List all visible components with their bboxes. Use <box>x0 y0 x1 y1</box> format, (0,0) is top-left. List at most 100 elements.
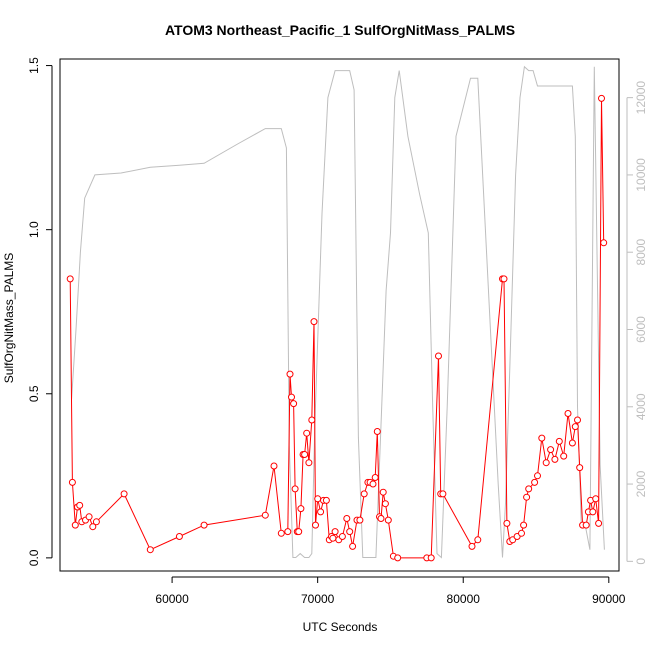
data-point <box>71 521 79 529</box>
data-point <box>286 370 294 378</box>
y2-tick-label: 0 <box>634 558 648 565</box>
data-point <box>592 495 600 503</box>
data-point <box>284 528 292 536</box>
y-tick-label: 1.5 <box>27 57 41 74</box>
data-point <box>373 428 381 435</box>
data-point <box>394 554 402 562</box>
data-point <box>66 275 74 283</box>
data-point <box>120 490 128 498</box>
data-point <box>598 94 605 102</box>
y2-tick-label: 4000 <box>634 393 648 420</box>
data-point <box>542 459 550 467</box>
data-point <box>571 423 579 431</box>
data-point <box>531 478 539 486</box>
data-point <box>314 495 322 503</box>
series-layer <box>66 65 608 562</box>
data-point <box>312 521 319 529</box>
data-point <box>381 500 389 508</box>
data-point <box>555 437 563 445</box>
data-point <box>305 459 313 467</box>
data-point <box>331 528 339 536</box>
data-point <box>520 521 528 529</box>
x-tick-label: 60000 <box>155 592 189 606</box>
data-point <box>435 352 442 360</box>
data-point <box>317 508 325 516</box>
data-point <box>288 393 295 401</box>
data-point <box>338 533 346 540</box>
y2-tick-label: 8000 <box>634 239 648 266</box>
data-point <box>379 488 387 496</box>
y-tick-label: 0.5 <box>27 385 41 402</box>
data-point <box>297 505 305 513</box>
data-point <box>547 446 555 454</box>
data-point <box>500 275 508 283</box>
data-point <box>270 462 278 470</box>
data-point <box>538 434 546 442</box>
x-tick-label: 70000 <box>301 592 335 606</box>
data-point <box>560 452 568 460</box>
data-point <box>295 528 303 536</box>
data-point <box>68 478 76 486</box>
data-point <box>308 416 316 424</box>
data-point <box>384 516 392 524</box>
data-point <box>534 472 541 480</box>
y2-tick-label: 6000 <box>634 316 648 343</box>
data-point <box>427 554 435 562</box>
y2-tick-label: 10000 <box>634 158 648 192</box>
data-point <box>582 521 590 529</box>
data-point <box>468 542 476 550</box>
data-point <box>261 511 269 519</box>
chart-title: ATOM3 Northeast_Pacific_1 SulfOrgNitMass… <box>165 22 515 38</box>
data-point <box>474 536 482 544</box>
y2-tick-label: 2000 <box>634 470 648 497</box>
data-point <box>290 400 298 408</box>
y-tick-label: 0.0 <box>27 549 41 566</box>
data-point <box>76 501 84 509</box>
data-point <box>277 529 285 537</box>
data-point <box>360 490 368 498</box>
data-point <box>346 528 354 536</box>
data-point <box>175 533 183 540</box>
data-point <box>291 485 299 493</box>
data-point <box>322 496 330 504</box>
x-tick-label: 80000 <box>447 592 481 606</box>
data-point <box>310 318 318 326</box>
data-point <box>301 451 309 458</box>
x-axis: 60000 70000 80000 90000 <box>155 576 626 606</box>
data-point <box>518 529 525 537</box>
data-point <box>525 485 533 493</box>
data-point <box>85 513 93 521</box>
data-point <box>343 515 351 522</box>
y-axis: 0.0 0.5 1.0 1.5 <box>27 57 53 566</box>
data-point <box>551 455 559 463</box>
data-point <box>377 515 385 522</box>
data-point <box>439 490 447 498</box>
data-point <box>574 416 581 424</box>
x-tick-label: 90000 <box>592 592 626 606</box>
data-point <box>89 523 97 531</box>
x-axis-label: UTC Seconds <box>303 620 378 634</box>
y-tick-label: 1.0 <box>27 221 41 238</box>
data-point <box>523 493 531 501</box>
data-point <box>503 519 511 527</box>
y2-tick-label: 12000 <box>634 81 648 115</box>
data-point <box>303 429 311 437</box>
data-point <box>146 546 154 554</box>
data-point <box>200 521 208 529</box>
data-point <box>576 464 584 472</box>
plot-box <box>59 58 620 572</box>
data-point <box>356 516 364 524</box>
data-point <box>349 542 357 550</box>
data-point <box>329 534 337 542</box>
y-axis-label: SulfOrgNitMass_PALMS <box>2 253 16 383</box>
altitude-line <box>71 65 605 559</box>
data-point <box>589 508 597 516</box>
data-point <box>564 410 572 417</box>
data-point <box>595 519 603 527</box>
data-point <box>369 480 377 488</box>
data-point <box>371 474 379 481</box>
right-axis: 0 2000 4000 6000 8000 10000 12000 <box>626 81 648 565</box>
data-point <box>600 239 608 247</box>
